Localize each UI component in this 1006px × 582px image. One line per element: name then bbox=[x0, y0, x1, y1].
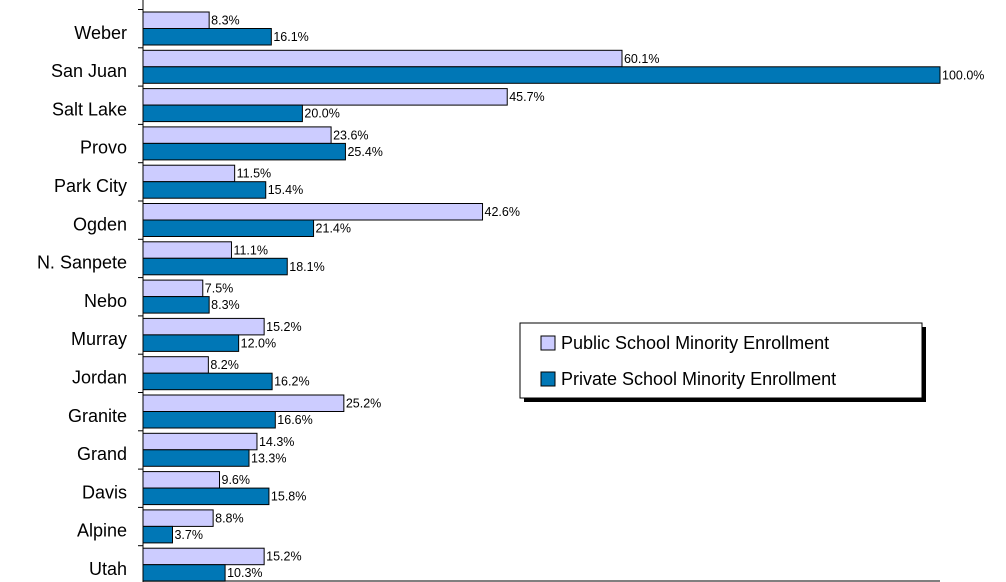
y-tick-label: Alpine bbox=[77, 521, 127, 541]
value-label: 11.1% bbox=[233, 243, 268, 257]
y-tick-label: Murray bbox=[71, 329, 127, 349]
bar bbox=[142, 449, 250, 467]
bar bbox=[142, 432, 258, 451]
value-label: 7.5% bbox=[205, 282, 234, 296]
y-tick-label: Nebo bbox=[84, 291, 127, 311]
value-label: 11.5% bbox=[237, 167, 272, 181]
value-label: 16.1% bbox=[273, 30, 308, 44]
value-label: 15.4% bbox=[268, 183, 303, 197]
bar bbox=[142, 547, 265, 566]
value-label: 25.2% bbox=[346, 397, 381, 411]
bar bbox=[142, 279, 204, 298]
value-label: 18.1% bbox=[289, 260, 324, 274]
bar bbox=[142, 296, 210, 314]
bar bbox=[142, 104, 303, 123]
value-label: 16.2% bbox=[274, 375, 309, 389]
value-label: 8.3% bbox=[211, 14, 240, 28]
legend-swatch bbox=[540, 335, 556, 351]
bar bbox=[142, 334, 240, 352]
bar bbox=[142, 126, 332, 144]
value-label: 20.0% bbox=[304, 107, 339, 121]
bar bbox=[142, 241, 232, 259]
bar bbox=[142, 219, 315, 237]
value-label: 42.6% bbox=[485, 205, 520, 219]
value-label: 8.2% bbox=[210, 358, 239, 372]
value-label: 15.2% bbox=[266, 320, 301, 334]
value-label: 14.3% bbox=[259, 435, 294, 449]
bar bbox=[142, 257, 288, 276]
y-tick-label: Salt Lake bbox=[52, 99, 127, 119]
y-tick-label: N. Sanpete bbox=[37, 253, 127, 273]
y-tick-label: Utah bbox=[89, 559, 127, 579]
value-label: 3.7% bbox=[174, 528, 203, 542]
bar bbox=[142, 564, 226, 582]
y-tick-label: Davis bbox=[82, 482, 127, 502]
legend bbox=[519, 322, 923, 399]
value-label: 60.1% bbox=[624, 52, 659, 66]
y-tick-label: Provo bbox=[80, 138, 127, 158]
legend-label: Private School Minority Enrollment bbox=[561, 369, 836, 389]
value-label: 8.3% bbox=[211, 298, 240, 312]
bar bbox=[142, 88, 508, 106]
bar bbox=[142, 164, 236, 183]
value-label: 16.6% bbox=[277, 413, 312, 427]
bar bbox=[142, 203, 484, 221]
y-tick-label: Jordan bbox=[72, 367, 127, 387]
value-label: 15.2% bbox=[266, 550, 301, 564]
bar bbox=[142, 28, 272, 46]
value-label: 9.6% bbox=[222, 473, 251, 487]
legend-label: Public School Minority Enrollment bbox=[561, 333, 829, 353]
bar bbox=[142, 49, 623, 68]
value-label: 13.3% bbox=[251, 451, 286, 465]
value-label: 12.0% bbox=[241, 336, 276, 350]
value-label: 25.4% bbox=[347, 145, 382, 159]
bar bbox=[142, 317, 265, 336]
value-label: 45.7% bbox=[509, 90, 544, 104]
bar bbox=[142, 487, 270, 506]
bar bbox=[142, 411, 276, 429]
y-tick-label: Grand bbox=[77, 444, 127, 464]
y-tick-label: Park City bbox=[54, 176, 127, 196]
y-tick-label: Granite bbox=[68, 406, 127, 426]
value-label: 8.8% bbox=[215, 511, 244, 525]
bar bbox=[142, 372, 273, 391]
y-tick-label: Weber bbox=[74, 23, 127, 43]
bar bbox=[142, 11, 210, 29]
bar bbox=[142, 356, 209, 374]
legend-swatch bbox=[540, 371, 556, 387]
y-tick-label: Ogden bbox=[73, 214, 127, 234]
value-label: 21.4% bbox=[316, 222, 351, 236]
bar bbox=[142, 181, 267, 199]
y-tick-label: San Juan bbox=[51, 61, 127, 81]
value-label: 15.8% bbox=[271, 490, 306, 504]
bar bbox=[142, 525, 173, 544]
bar bbox=[142, 142, 346, 161]
value-label: 100.0% bbox=[942, 68, 984, 82]
bar bbox=[142, 471, 221, 489]
value-label: 10.3% bbox=[227, 566, 262, 580]
bar bbox=[142, 66, 941, 84]
value-label: 23.6% bbox=[333, 128, 368, 142]
bar bbox=[142, 509, 214, 527]
bar bbox=[142, 394, 345, 412]
